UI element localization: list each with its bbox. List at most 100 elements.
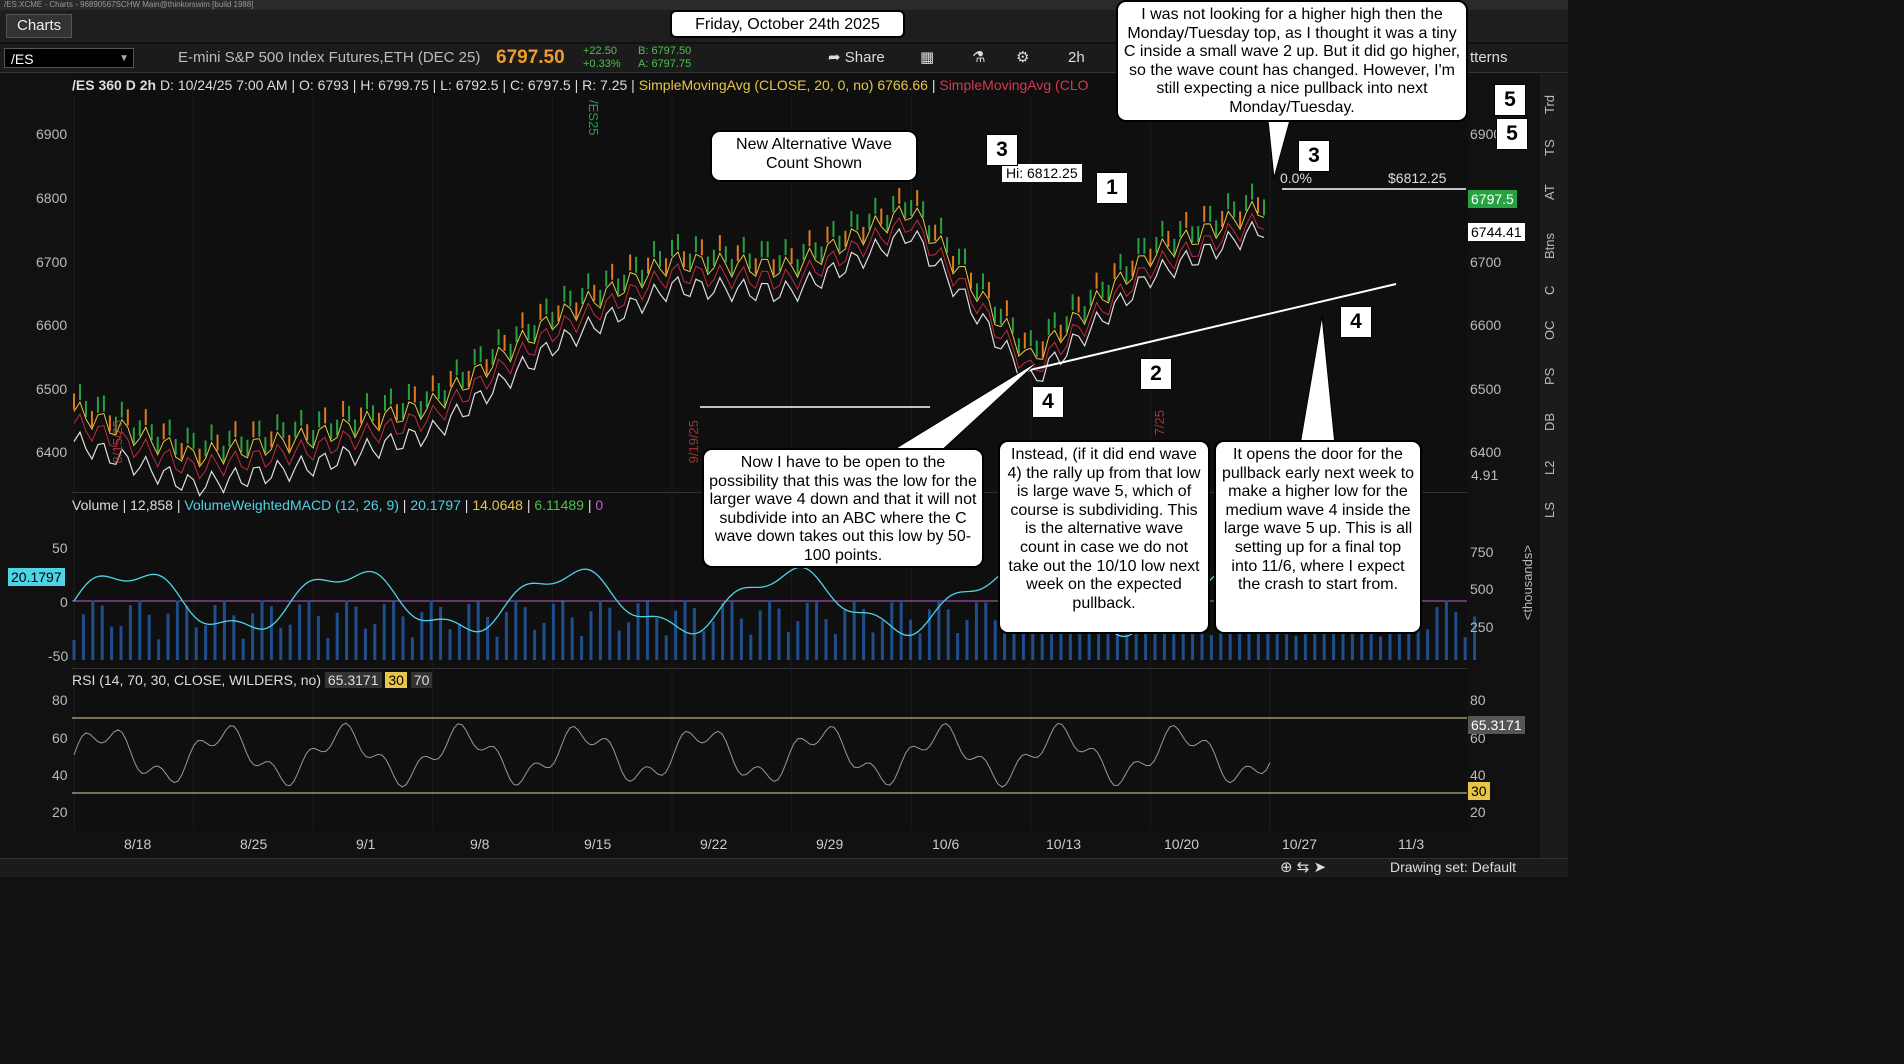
rsi-tick-right: 40 [1470, 767, 1486, 783]
rsi-header: RSI (14, 70, 30, CLOSE, WILDERS, no) 65.… [72, 669, 433, 691]
study-header: /ES 360 D 2h D: 10/24/25 7:00 AM | O: 67… [72, 77, 1089, 93]
bid-ask: B: 6797.50 A: 6797.75 [638, 45, 691, 71]
date-tick: 9/29 [816, 836, 844, 852]
sidebar-ps[interactable]: PS [1542, 367, 1557, 385]
sidebar-ts[interactable]: TS [1542, 139, 1557, 157]
zoom-in-icon[interactable]: ⊕ [1280, 859, 1293, 876]
gear-icon[interactable]: ⚙ [1016, 49, 1030, 66]
sma20-line [73, 200, 1265, 468]
rsi-price-tag: 65.3171 [1468, 716, 1525, 734]
sidebar-at[interactable]: AT [1542, 184, 1557, 200]
note-right: It opens the door for the pullback early… [1214, 440, 1422, 634]
share-icon: ➦ [828, 49, 845, 66]
ohlc-low: L: 6792.5 [440, 77, 499, 93]
partial-price-tag: 4.91 [1471, 467, 1499, 483]
rsi30-price-tag: 30 [1468, 782, 1490, 800]
time-axis[interactable] [72, 832, 1467, 860]
price-tick-right: 6500 [1470, 381, 1502, 397]
volume-label: Volume [72, 497, 119, 513]
date-tick: 10/20 [1164, 836, 1200, 852]
note-middle: Instead, (if it did end wave 4) the rall… [998, 440, 1210, 634]
date-marker: 7/25 [1152, 410, 1167, 436]
last-price-tag: 6797.5 [1468, 190, 1517, 208]
wave-label-5b: 5 [1496, 118, 1528, 150]
macd-label[interactable]: VolumeWeightedMACD (12, 26, 9) [184, 497, 399, 513]
sma-price-tag: 6744.41 [1468, 223, 1525, 241]
timeframe-button[interactable]: 2h [1068, 49, 1085, 66]
rsi-tick-right: 20 [1470, 804, 1486, 820]
share-button[interactable]: ➦ Share [828, 47, 885, 69]
date-marker: 8/15/25 [110, 420, 125, 464]
wave-label-3: 3 [986, 134, 1018, 166]
rsi-tick: 80 [52, 692, 68, 708]
pan-icon[interactable]: ⇆ [1296, 859, 1310, 876]
wave-label-2: 2 [1140, 358, 1172, 390]
date-tick: 8/18 [124, 836, 152, 852]
rsi-panel[interactable] [72, 668, 1467, 831]
volume-header: Volume | 12,858 | VolumeWeightedMACD (12… [72, 497, 604, 513]
rsi-tick: 40 [52, 767, 68, 783]
wave-label-4: 4 [1032, 386, 1064, 418]
volume-tick: 250 [1470, 619, 1494, 635]
sma20-label[interactable]: SimpleMovingAvg (CLOSE, 20, 0, no) [638, 77, 874, 93]
date-tick: 10/13 [1046, 836, 1082, 852]
note-alt-count: New Alternative Wave Count Shown [710, 130, 918, 182]
sma20-value: 6766.66 [877, 77, 928, 93]
sidebar-trd[interactable]: Trd [1542, 94, 1557, 114]
sidebar-oc[interactable]: OC [1542, 320, 1557, 340]
price-tick-right: 6700 [1470, 254, 1502, 270]
wave-label-4b: 4 [1340, 306, 1372, 338]
sidebar-c[interactable]: C [1542, 285, 1557, 295]
price-change: +22.50 +0.33% [583, 45, 621, 71]
price-tick-left: 6600 [36, 317, 68, 333]
ohlc-close: C: 6797.5 [509, 77, 571, 93]
last-price: 6797.50 [496, 47, 565, 68]
thousands-label: <thousands> [1520, 545, 1535, 621]
date-tick: 9/8 [470, 836, 490, 852]
rsi-label[interactable]: RSI (14, 70, 30, CLOSE, WILDERS, no) [72, 672, 321, 688]
ohlc-range: R: 7.25 [582, 77, 628, 93]
date-tick: 8/25 [240, 836, 268, 852]
date-tick: 9/22 [700, 836, 728, 852]
sma50-label[interactable]: SimpleMovingAvg (CLO [939, 77, 1089, 93]
patterns-button[interactable]: tterns [1470, 49, 1508, 66]
ohlc-open: O: 6793 [299, 77, 349, 93]
expiry-marker: /ES25 [586, 100, 601, 136]
sidebar-ls[interactable]: LS [1542, 502, 1557, 518]
wave-label-5: 5 [1494, 84, 1526, 116]
ohlc-date: D: 10/24/25 7:00 AM [159, 77, 288, 93]
sma50-line [73, 212, 1265, 480]
flask-icon[interactable]: ⚗ [972, 49, 986, 66]
macd-tick: 0 [60, 594, 68, 610]
rsi-line [73, 722, 1271, 788]
rsi-value: 65.3171 [324, 672, 382, 688]
bottom-bar [0, 858, 1568, 877]
bubble-pointer [1299, 315, 1336, 446]
ask: A: 6797.75 [638, 58, 692, 70]
wave-label-1: 1 [1096, 172, 1128, 204]
price-tick-left: 6900 [36, 126, 68, 142]
zoom-controls[interactable]: ⊕ ⇆ ➤ [1280, 858, 1326, 876]
right-sidebar [1540, 74, 1568, 858]
sidebar-db[interactable]: DB [1542, 412, 1557, 432]
price-tick-right: 6900 [1470, 126, 1502, 142]
chart-symbol: /ES 360 D 2h [72, 77, 157, 93]
change-abs: +22.50 [583, 45, 617, 57]
instrument-description: E-mini S&P 500 Index Futures,ETH (DEC 25… [178, 49, 481, 66]
rsi-tick: 60 [52, 730, 68, 746]
charts-tab[interactable]: Charts [6, 14, 73, 38]
macd-zero: 0 [595, 497, 604, 513]
wave-label-3b: 3 [1298, 140, 1330, 172]
change-pct: +0.33% [583, 58, 621, 70]
style-icon[interactable]: ▦ [920, 49, 935, 66]
sidebar-l2[interactable]: L2 [1542, 460, 1557, 476]
rsi-70: 70 [410, 672, 433, 688]
date-tick: 10/27 [1282, 836, 1318, 852]
chevron-down-icon[interactable]: ▼ [119, 53, 129, 64]
symbol-input[interactable]: /ES ▼ [4, 48, 134, 68]
fib-pct: 0.0% [1280, 170, 1312, 186]
cursor-icon[interactable]: ➤ [1313, 859, 1327, 876]
drawing-set[interactable]: Drawing set: Default [1390, 859, 1517, 875]
date-tick: 9/15 [584, 836, 612, 852]
sidebar-btns[interactable]: Btns [1542, 233, 1557, 260]
